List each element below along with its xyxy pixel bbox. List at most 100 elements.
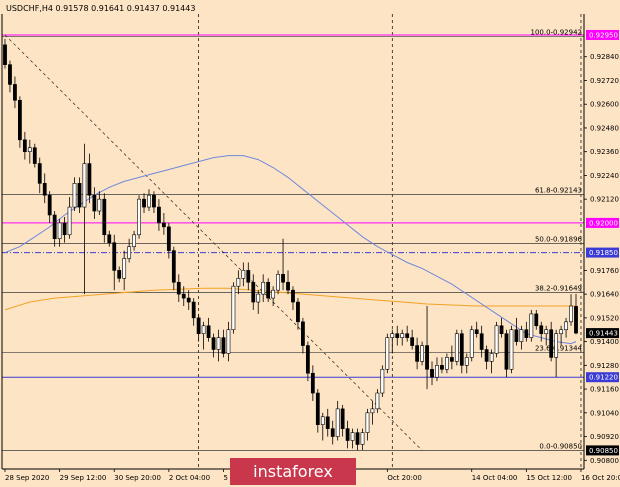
candle-body bbox=[554, 333, 559, 358]
candle-body bbox=[454, 333, 459, 362]
price-tag-4 bbox=[586, 372, 619, 383]
candle-body bbox=[435, 365, 439, 378]
candles-layer bbox=[3, 38, 578, 451]
candle-body bbox=[211, 337, 216, 350]
candle-body bbox=[8, 64, 12, 85]
candle-body bbox=[57, 222, 62, 240]
candle-body bbox=[206, 325, 211, 338]
candle-body bbox=[22, 139, 27, 152]
trend-line bbox=[4, 34, 423, 451]
y-tick-label: 0.91160 bbox=[590, 386, 619, 394]
price-tag-3 bbox=[586, 328, 619, 339]
candle-body bbox=[17, 99, 22, 141]
candle-body bbox=[286, 281, 290, 291]
x-tick-label: 2 Oct 04:00 bbox=[169, 474, 210, 482]
candle-body bbox=[534, 313, 539, 327]
candle-body bbox=[276, 274, 280, 291]
candle-body bbox=[504, 333, 509, 370]
candle-body bbox=[315, 392, 320, 425]
fib-label-5: 0.0-0.90850 bbox=[539, 442, 582, 450]
x-tick-label: 29 Sep 12:00 bbox=[60, 474, 107, 482]
candle-body bbox=[107, 234, 112, 243]
y-tick-label: 0.92480 bbox=[590, 124, 619, 132]
candle-body bbox=[320, 416, 325, 425]
candle-body bbox=[440, 365, 444, 370]
candle-body bbox=[489, 353, 494, 362]
candle-body bbox=[191, 301, 196, 319]
candle-body bbox=[266, 281, 271, 299]
candle-body bbox=[13, 84, 17, 101]
grid-layer bbox=[198, 14, 582, 469]
candle-body bbox=[564, 321, 568, 331]
candle-body bbox=[251, 281, 256, 303]
candle-body bbox=[102, 198, 107, 236]
fib-label-0: 100.0-0.92942 bbox=[530, 29, 582, 37]
candle-body bbox=[469, 329, 474, 358]
x-tick-label: 16 Oct 20:00 bbox=[581, 474, 620, 482]
candle-body bbox=[569, 305, 573, 323]
candle-body bbox=[296, 301, 300, 323]
candle-body bbox=[161, 222, 166, 228]
x-tick-label: 28 Sep 2020 bbox=[5, 474, 49, 482]
candle-body bbox=[137, 198, 141, 236]
y-tick-label: 0.91400 bbox=[590, 338, 619, 346]
candle-body bbox=[241, 270, 246, 279]
candle-body bbox=[157, 206, 161, 224]
candle-body bbox=[271, 289, 276, 299]
candle-body bbox=[529, 313, 534, 338]
y-tick-label: 0.90920 bbox=[590, 433, 619, 441]
watermark-badge: instaforex bbox=[230, 458, 356, 485]
candle-body bbox=[410, 337, 415, 346]
y-tick-label: 0.91640 bbox=[590, 291, 619, 299]
candle-body bbox=[236, 277, 241, 287]
candle-body bbox=[3, 44, 7, 65]
candle-body bbox=[171, 250, 176, 283]
candle-body bbox=[375, 392, 380, 410]
candle-body bbox=[142, 198, 146, 208]
candle-body bbox=[549, 329, 554, 358]
candle-body bbox=[256, 293, 261, 303]
candle-body bbox=[425, 345, 429, 370]
candle-body bbox=[310, 372, 315, 394]
candle-body bbox=[544, 329, 549, 334]
candle-body bbox=[62, 222, 67, 236]
candle-body bbox=[42, 183, 47, 196]
y-tick-label: 0.91040 bbox=[590, 409, 619, 417]
candle-body bbox=[370, 408, 375, 414]
candle-body bbox=[122, 258, 127, 279]
candle-body bbox=[166, 226, 171, 251]
candle-body bbox=[32, 147, 37, 164]
candle-body bbox=[479, 333, 484, 350]
candle-body bbox=[216, 337, 221, 350]
candle-body bbox=[400, 333, 405, 338]
price-tag-1 bbox=[586, 217, 619, 228]
candle-body bbox=[350, 432, 355, 441]
price-tag-label-5: 0.90850 bbox=[589, 447, 618, 455]
candle-body bbox=[464, 357, 469, 366]
y-tick-label: 0.90800 bbox=[590, 457, 619, 465]
candle-body bbox=[499, 325, 504, 334]
watermark-text: instaforex bbox=[253, 462, 333, 481]
candle-body bbox=[112, 242, 117, 271]
y-tick-label: 0.92360 bbox=[590, 148, 619, 156]
fib-label-2: 50.0-0.91896 bbox=[535, 235, 583, 243]
candle-body bbox=[147, 194, 151, 208]
candle-body bbox=[420, 345, 424, 362]
candle-body bbox=[52, 214, 57, 240]
candle-body bbox=[87, 163, 92, 196]
candle-body bbox=[67, 206, 72, 236]
candle-body bbox=[395, 333, 400, 338]
candle-body bbox=[181, 293, 186, 299]
candle-body bbox=[415, 345, 420, 362]
candle-body bbox=[330, 428, 335, 437]
candle-body bbox=[340, 408, 345, 429]
price-tag-label-0: 0.92950 bbox=[589, 31, 618, 39]
candle-body bbox=[27, 147, 32, 152]
candle-body bbox=[345, 428, 350, 441]
price-tag-label-3: 0.91443 bbox=[589, 330, 618, 338]
candle-body bbox=[335, 408, 340, 437]
candle-body bbox=[430, 368, 434, 378]
candle-body bbox=[574, 306, 578, 334]
candle-body bbox=[37, 163, 42, 184]
